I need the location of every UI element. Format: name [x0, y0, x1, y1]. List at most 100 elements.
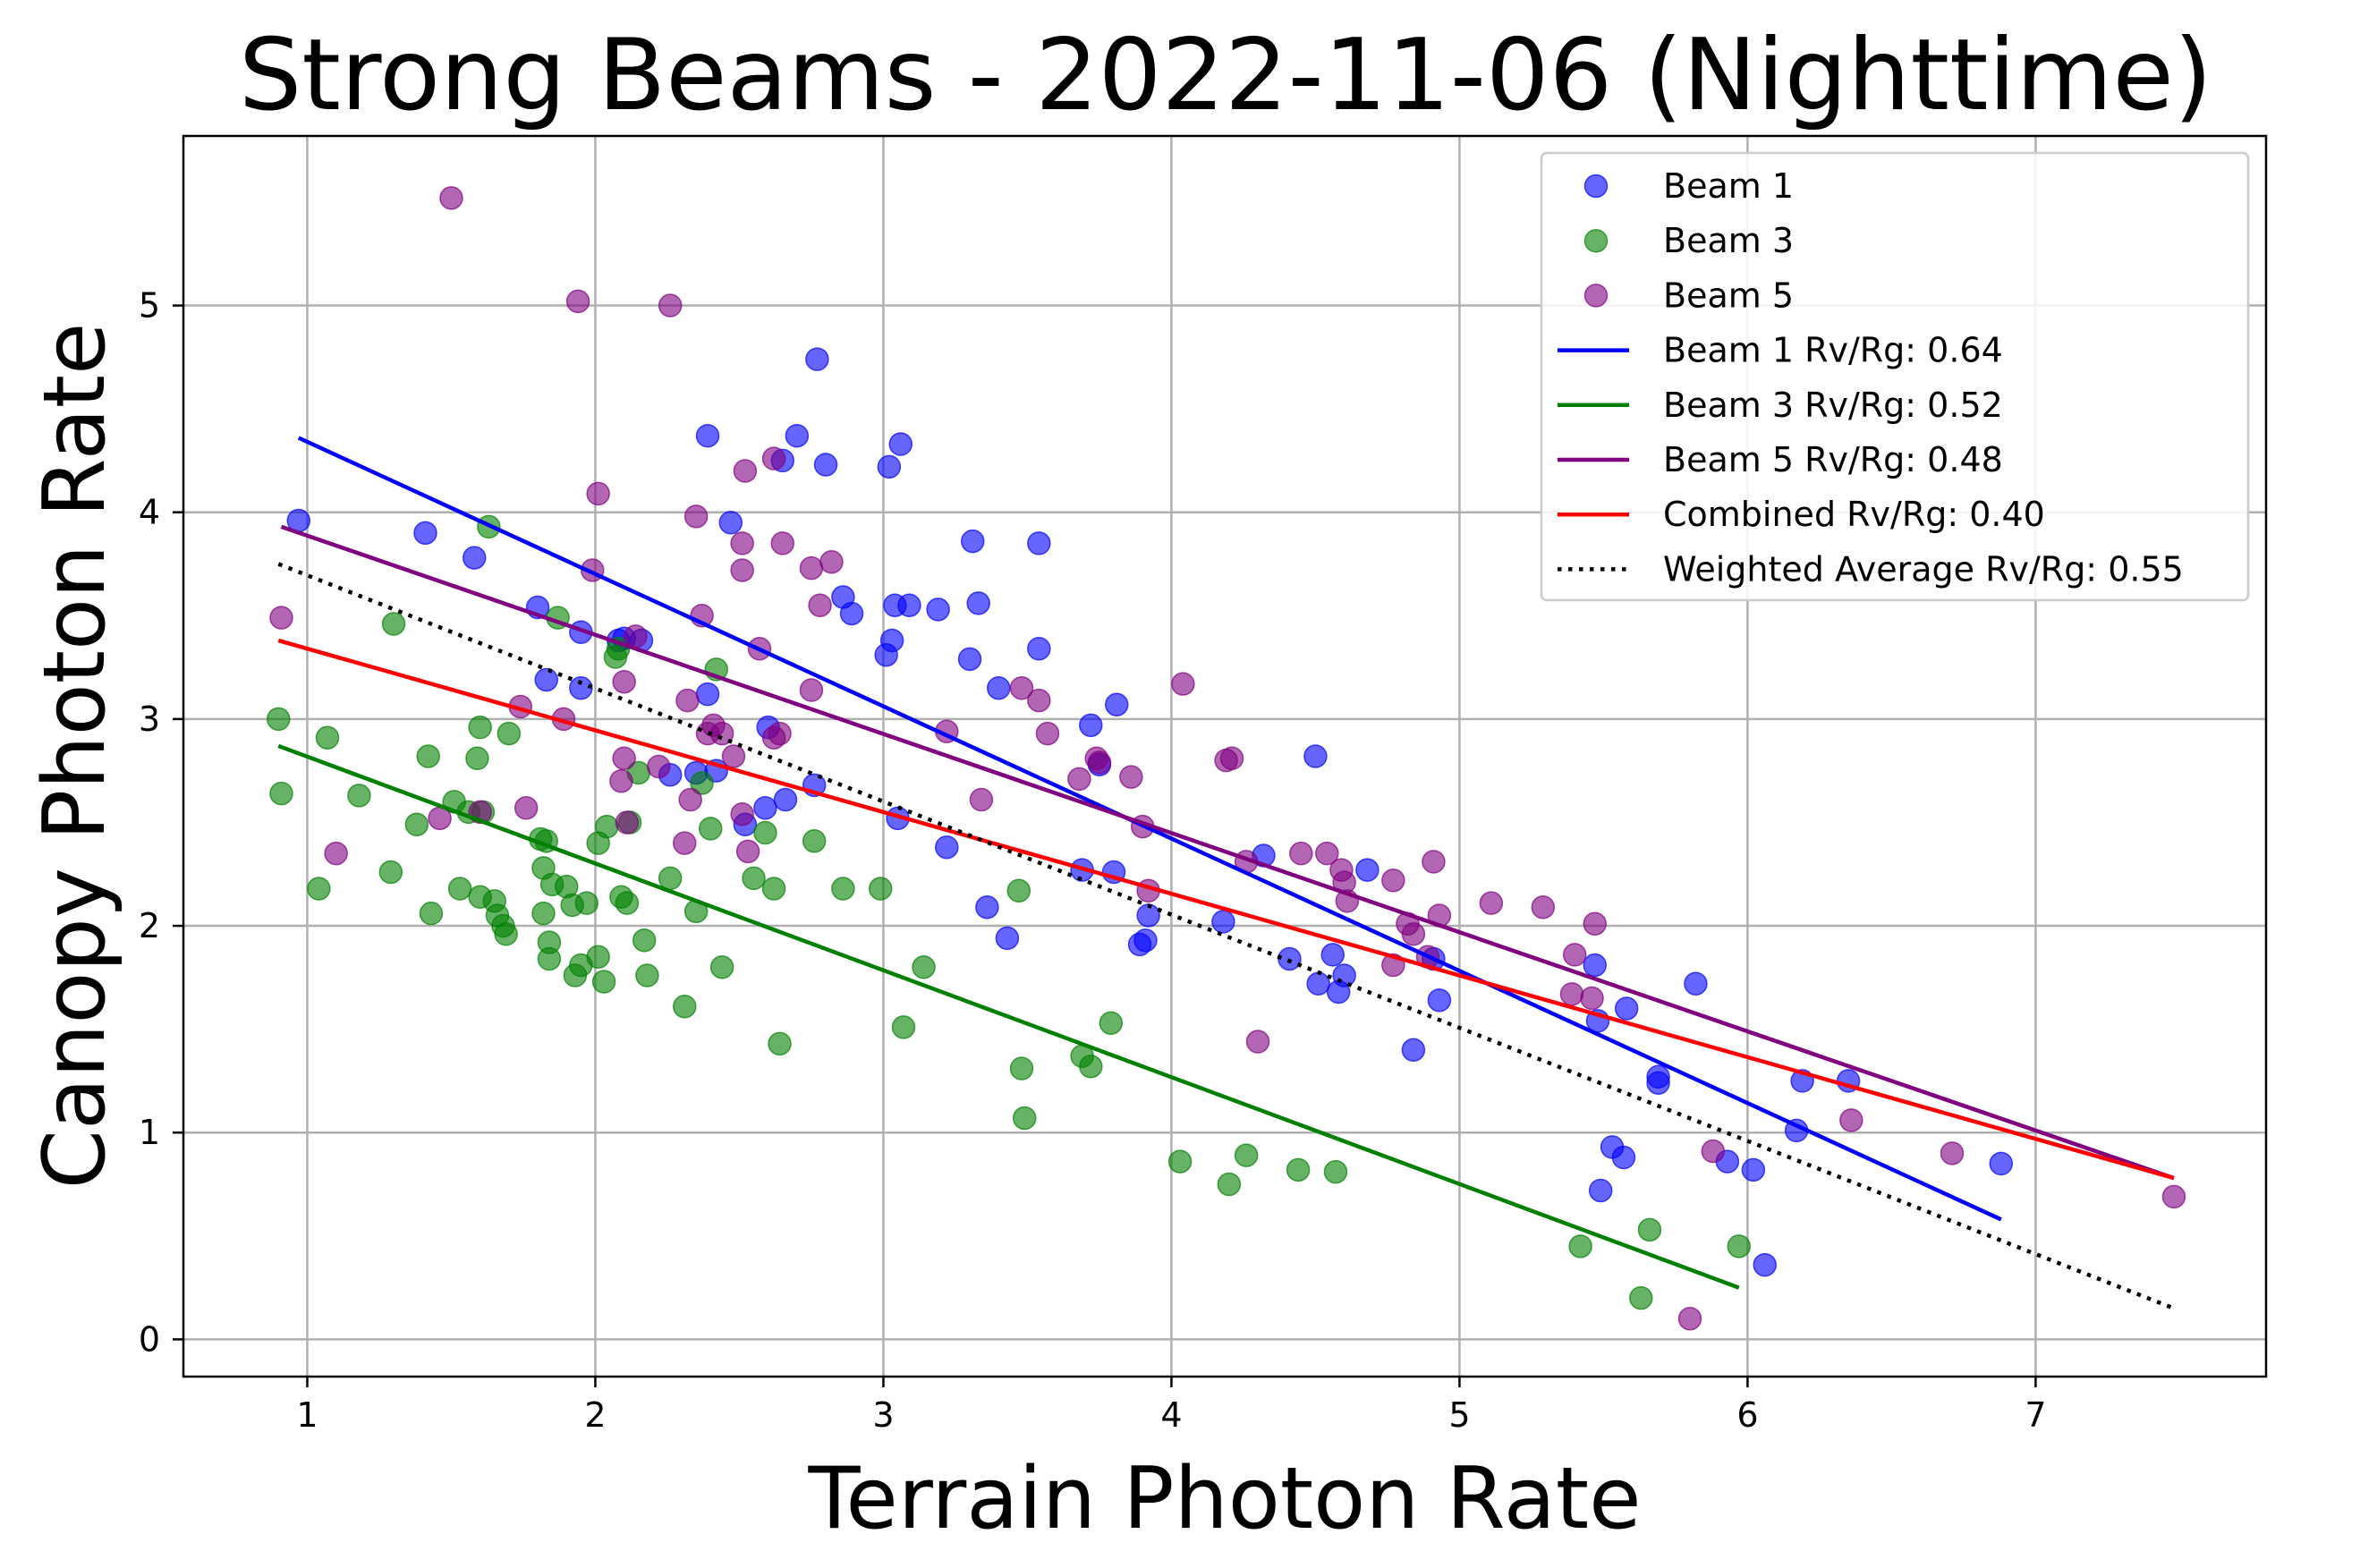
data-point — [1211, 910, 1235, 934]
data-point — [879, 628, 904, 653]
data-point — [730, 558, 754, 582]
data-point — [439, 186, 463, 210]
data-point — [690, 771, 714, 795]
data-point — [1611, 1145, 1636, 1170]
data-point — [805, 347, 829, 371]
data-point — [735, 839, 760, 864]
data-point — [269, 606, 293, 630]
data-point — [683, 504, 709, 529]
data-point — [1087, 750, 1112, 775]
data-point — [926, 598, 950, 622]
data-point — [839, 601, 864, 626]
data-point — [465, 746, 489, 771]
data-point — [1303, 744, 1328, 768]
data-point — [761, 877, 786, 901]
data-point — [808, 593, 832, 617]
data-point — [269, 781, 293, 806]
fit-line — [280, 524, 2175, 1181]
data-point — [1741, 1157, 1766, 1182]
x-tick-label: 1 — [296, 1395, 318, 1435]
data-point — [1289, 841, 1313, 866]
fit-line — [277, 638, 2175, 1181]
data-point — [802, 829, 827, 853]
data-point — [1629, 1285, 1653, 1310]
data-point — [534, 667, 558, 692]
data-point — [315, 725, 340, 750]
data-point — [773, 787, 798, 812]
data-point — [569, 675, 593, 700]
data-point — [1027, 688, 1051, 713]
data-point — [1580, 986, 1604, 1011]
data-point — [718, 511, 743, 535]
data-point — [1009, 1056, 1034, 1081]
data-point — [1306, 971, 1330, 996]
data-point — [678, 787, 702, 812]
data-point — [768, 1031, 792, 1056]
x-tick-label: 2 — [584, 1395, 606, 1435]
data-point — [615, 810, 640, 835]
data-point — [1588, 1178, 1613, 1203]
data-point — [986, 675, 1011, 700]
data-point — [1614, 996, 1639, 1021]
axis-ticks: 1 2 3 4 5 6 7 0 1 2 3 4 5 — [139, 286, 2047, 1435]
data-point — [1035, 721, 1060, 746]
y-tick-label: 4 — [139, 493, 160, 532]
data-point — [632, 928, 657, 953]
data-point — [1401, 922, 1426, 946]
data-point — [1839, 1108, 1863, 1132]
data-point — [658, 293, 683, 318]
data-point — [497, 721, 522, 746]
data-point — [1583, 911, 1608, 936]
data-point — [447, 877, 472, 901]
data-point — [416, 744, 440, 768]
legend-marker — [1583, 174, 1609, 199]
data-point — [1531, 895, 1556, 920]
data-point — [1583, 953, 1608, 978]
data-point — [721, 744, 746, 768]
data-point — [1427, 988, 1452, 1013]
data-point — [961, 529, 985, 554]
data-point — [1099, 1011, 1124, 1035]
data-point — [591, 970, 616, 994]
fit-line — [277, 743, 1740, 1290]
data-point — [1401, 1038, 1426, 1063]
data-point — [1171, 672, 1195, 696]
data-point — [1079, 713, 1103, 738]
data-point — [1119, 765, 1143, 789]
data-point — [1009, 675, 1034, 700]
data-point — [1323, 1159, 1348, 1184]
data-point — [1245, 1030, 1270, 1054]
data-point — [494, 922, 518, 946]
legend-marker — [1583, 284, 1609, 308]
legend-label: Beam 5 Rv/Rg: 0.48 — [1663, 440, 2003, 479]
data-point — [761, 446, 786, 470]
data-point — [1381, 868, 1405, 893]
legend: Beam 1 Beam 3 Beam 5 Beam 1 Rv/Rg: 0.64 Beam… — [1540, 151, 2250, 602]
data-point — [1315, 841, 1339, 866]
x-tick-label: 5 — [1448, 1395, 1470, 1435]
legend-label: Beam 1 — [1663, 166, 1794, 206]
data-point — [912, 955, 936, 979]
data-point — [404, 812, 429, 837]
data-point — [1332, 963, 1356, 987]
legend-label: Beam 5 — [1663, 275, 1794, 315]
data-point — [615, 891, 640, 915]
data-point — [695, 423, 720, 448]
data-point — [647, 754, 671, 779]
data-point — [673, 831, 697, 855]
data-point — [1006, 878, 1031, 903]
data-point — [381, 612, 406, 636]
data-point — [753, 796, 777, 820]
data-point — [1012, 1106, 1037, 1131]
data-point — [1479, 891, 1504, 915]
data-point — [413, 521, 437, 546]
data-point — [799, 678, 824, 702]
data-point — [868, 877, 893, 901]
data-point — [1684, 971, 1708, 996]
data-point — [537, 930, 562, 954]
data-point — [378, 860, 403, 885]
data-point — [673, 994, 697, 1019]
data-point — [770, 531, 794, 555]
data-point — [799, 555, 824, 581]
data-point — [1027, 531, 1051, 555]
